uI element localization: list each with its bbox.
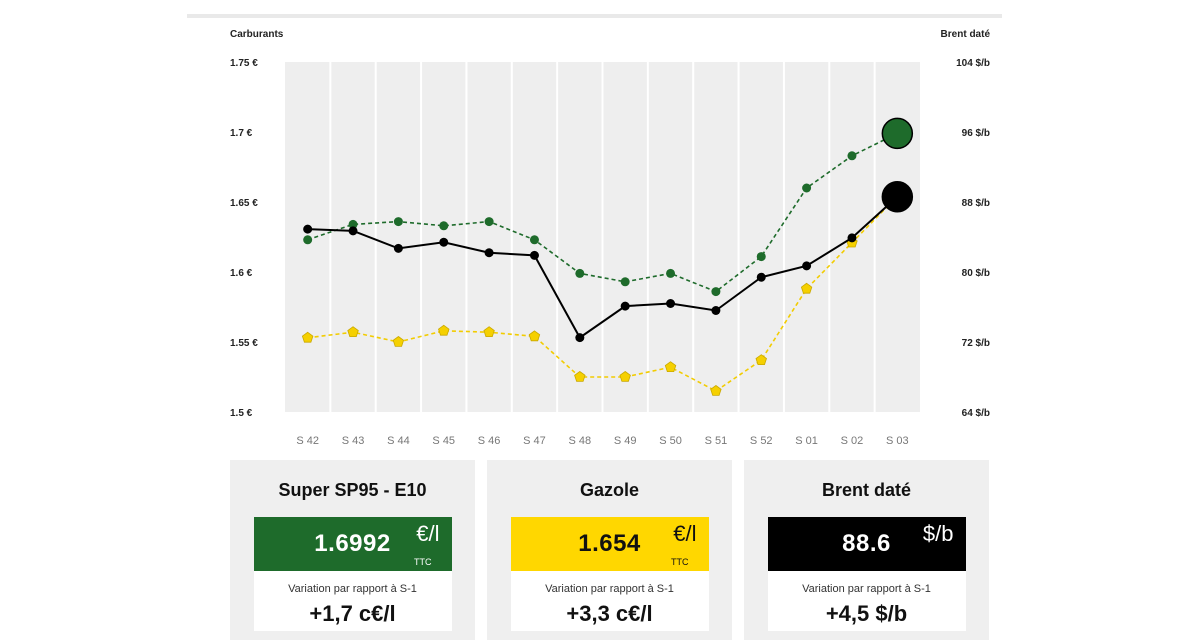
- card-title: Brent daté: [821, 480, 911, 500]
- y-right-tick-label: 88 $/b: [962, 198, 990, 209]
- data-point-sp95: [575, 268, 585, 278]
- data-point-gazole: [800, 282, 813, 294]
- data-point-gazole: [755, 354, 767, 366]
- data-point-sp95: [529, 235, 539, 245]
- data-point-brent: [484, 248, 494, 258]
- variation-value: +1,7 c€/l: [309, 601, 396, 626]
- x-tick-label: S 44: [387, 435, 410, 447]
- data-point-brent: [802, 261, 812, 271]
- card-sp95: Super SP95 - E10 1.6992 €/l TTC Variatio…: [230, 460, 475, 640]
- y-left-tick-label: 1.6 €: [230, 268, 253, 279]
- x-tick-label: S 47: [523, 435, 546, 447]
- data-point-brent: [756, 272, 766, 282]
- card-gazole: Gazole 1.654 €/l TTC Variation par rappo…: [487, 460, 732, 640]
- data-point-gazole: [438, 324, 450, 336]
- data-point-sp95: [756, 252, 766, 262]
- card-title: Gazole: [579, 480, 640, 500]
- series-line-gazole: [307, 195, 898, 392]
- value-box: 1.6992 €/l TTC: [253, 517, 452, 571]
- x-tick-label: S 01: [795, 435, 818, 447]
- x-tick-label: S 48: [569, 435, 592, 447]
- data-point-gazole: [710, 385, 722, 396]
- data-point-brent: [575, 333, 585, 343]
- price-unit: €/l: [416, 521, 440, 546]
- data-point-sp95: [802, 183, 812, 193]
- series-line-brent: [307, 196, 898, 340]
- value-box: 1.654 €/l TTC: [510, 517, 709, 571]
- price-value: 88.6: [842, 530, 891, 557]
- data-point-brent: [666, 299, 676, 308]
- x-tick-label: S 50: [659, 435, 682, 447]
- card-title: Super SP95 - E10: [278, 480, 427, 500]
- data-point-gazole: [619, 371, 631, 382]
- price-value: 1.6992: [314, 530, 391, 557]
- variation-value: +3,3 c€/l: [566, 601, 653, 626]
- data-point-brent: [393, 243, 403, 253]
- data-point-brent: [881, 181, 914, 213]
- y-right-tick-label: 72 $/b: [962, 338, 990, 349]
- data-point-sp95: [303, 235, 313, 245]
- data-point-sp95: [711, 287, 721, 297]
- price-chart: 1.75 € 1.7 € 1.65 € 1.6 € 1.55 € 1.5 € 104 $/b…: [230, 58, 990, 447]
- data-point-brent: [711, 306, 721, 315]
- data-point-sp95: [847, 151, 857, 161]
- data-point-sp95: [348, 219, 358, 229]
- variation-panel: Variation par rapport à S-1 +3,3 c€/l: [510, 571, 709, 631]
- data-point-gazole: [392, 336, 405, 347]
- data-point-sp95: [620, 277, 630, 287]
- x-tick-label: S 49: [614, 435, 637, 447]
- y-left-tick-label: 1.7 €: [230, 128, 253, 139]
- data-point-brent: [620, 301, 630, 311]
- variation-panel: Variation par rapport à S-1 +4,5 $/b: [767, 571, 966, 631]
- y-right-tick-label: 64 $/b: [962, 408, 990, 419]
- variation-value: +4,5 $/b: [825, 601, 908, 626]
- x-tick-label: S 51: [705, 435, 728, 447]
- data-point-gazole: [574, 371, 586, 382]
- x-tick-label: S 02: [841, 435, 864, 447]
- y-right-tick-label: 96 $/b: [962, 128, 990, 139]
- series-line-sp95: [307, 132, 898, 293]
- card-brent: Brent daté 88.6 $/b Variation par rappor…: [744, 460, 989, 640]
- x-tick-label: S 42: [296, 435, 319, 447]
- data-point-brent: [303, 224, 313, 234]
- x-tick-label: S 43: [342, 435, 365, 447]
- price-sub: TTC: [414, 557, 432, 567]
- right-axis-title: Brent daté: [940, 29, 990, 40]
- data-point-brent: [348, 226, 358, 236]
- x-tick-label: S 45: [432, 435, 455, 447]
- price-unit: $/b: [922, 521, 954, 546]
- data-point-brent: [439, 237, 449, 247]
- top-rule: [187, 14, 1002, 18]
- variation-label: Variation par rapport à S-1: [545, 583, 674, 595]
- variation-panel: Variation par rapport à S-1 +1,7 c€/l: [253, 571, 452, 631]
- price-unit: €/l: [673, 521, 697, 546]
- price-value: 1.654: [578, 530, 641, 557]
- data-point-sp95: [881, 117, 914, 150]
- x-tick-label: S 03: [886, 435, 909, 447]
- price-sub: TTC: [671, 557, 689, 567]
- data-point-gazole: [664, 361, 677, 373]
- y-left-tick-label: 1.65 €: [230, 198, 258, 209]
- data-point-gazole: [347, 326, 359, 338]
- data-point-brent: [847, 233, 857, 243]
- data-point-sp95: [666, 268, 676, 278]
- y-left-tick-label: 1.75 €: [230, 58, 258, 69]
- y-left-tick-label: 1.55 €: [230, 338, 258, 349]
- left-axis-title: Carburants: [230, 29, 284, 40]
- data-point-sp95: [439, 221, 449, 231]
- data-point-sp95: [393, 217, 403, 227]
- data-point-sp95: [484, 217, 494, 227]
- data-point-gazole: [528, 330, 541, 342]
- data-point-brent: [529, 250, 539, 260]
- variation-label: Variation par rapport à S-1: [802, 583, 931, 595]
- x-tick-label: S 52: [750, 435, 773, 447]
- x-tick-label: S 46: [478, 435, 501, 447]
- data-point-gazole: [301, 331, 314, 343]
- y-right-tick-label: 80 $/b: [962, 268, 990, 279]
- data-point-gazole: [483, 326, 495, 338]
- y-left-tick-label: 1.5 €: [230, 408, 253, 419]
- variation-label: Variation par rapport à S-1: [288, 583, 417, 595]
- y-right-tick-label: 104 $/b: [956, 58, 990, 69]
- value-box: 88.6 $/b: [767, 517, 966, 571]
